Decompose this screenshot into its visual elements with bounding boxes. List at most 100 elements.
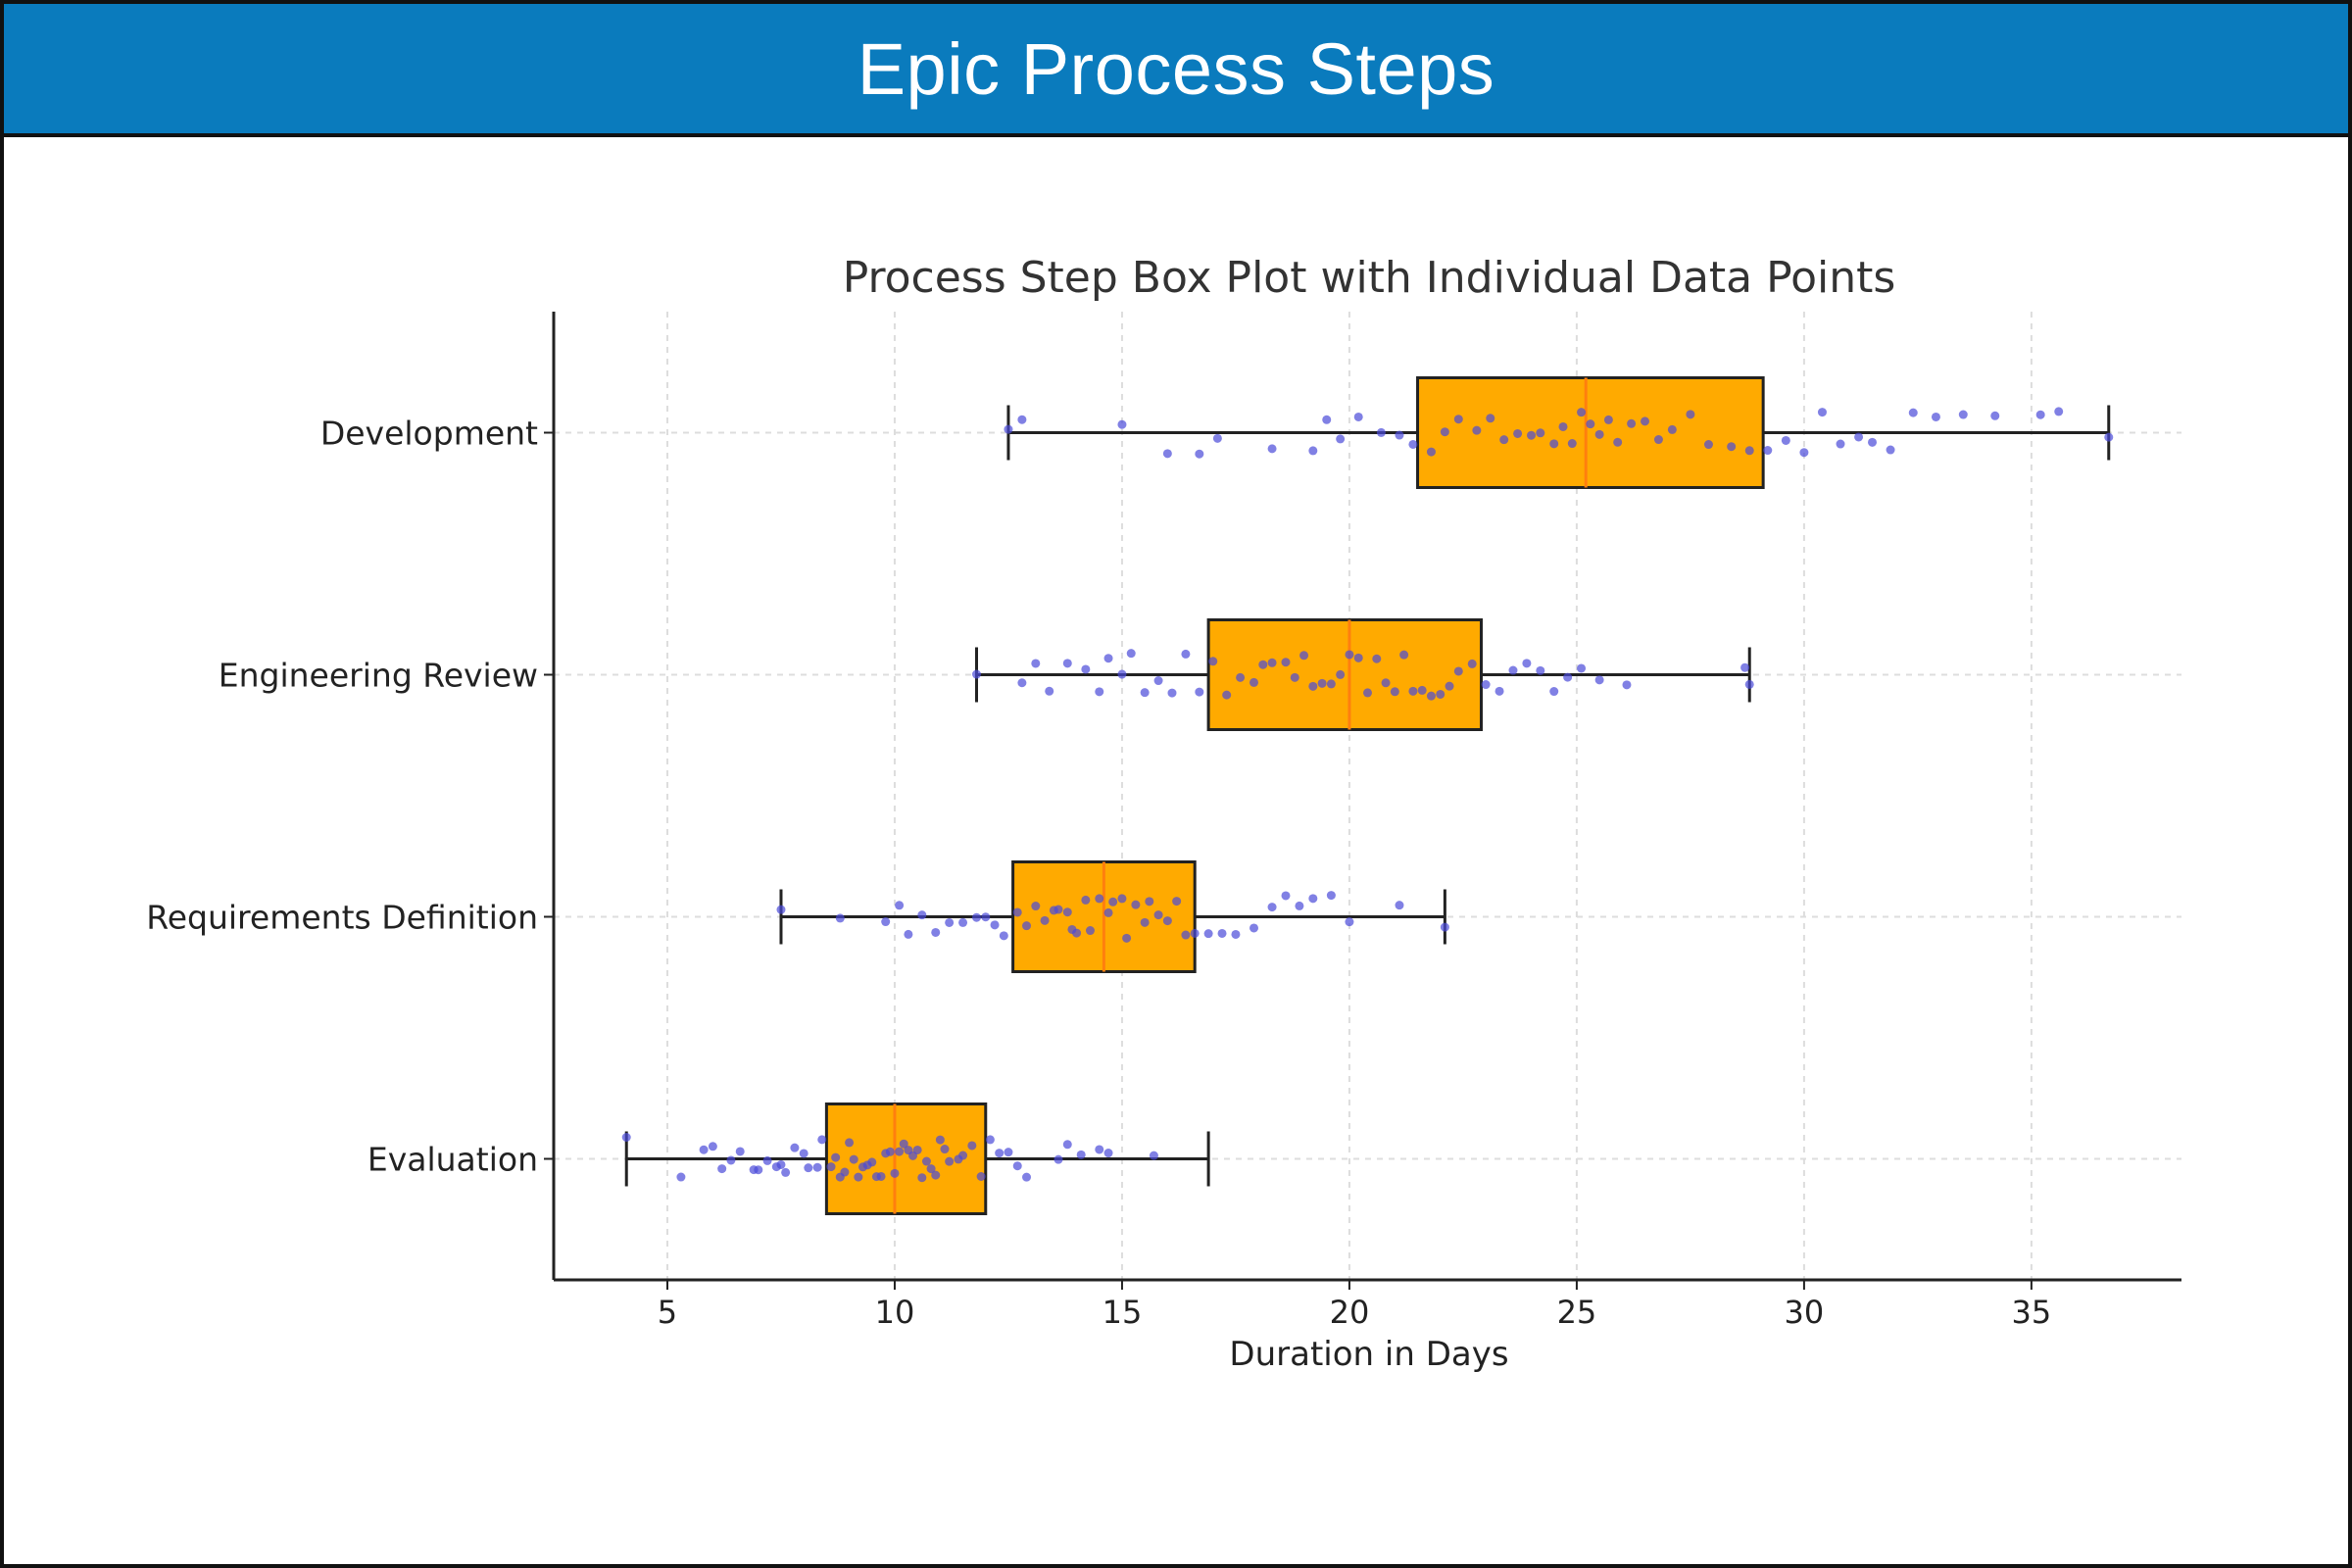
data-point [976,1171,986,1181]
data-point [840,1167,850,1177]
data-point [1376,427,1386,437]
data-point [1931,412,1940,421]
data-point [895,1147,905,1156]
data-point [1563,672,1573,682]
data-point [1103,907,1113,917]
x-tick-label: 20 [1330,1294,1370,1331]
data-point [826,1162,836,1172]
data-point [1622,680,1632,690]
data-point [1467,659,1477,668]
data-point [1908,408,1918,417]
data-point [1181,930,1191,940]
data-point [967,1141,977,1151]
data-point [1012,907,1022,917]
data-point [945,917,955,927]
data-point [1577,663,1587,673]
data-point [1345,650,1354,660]
data-point [1017,415,1027,424]
data-point [1081,895,1091,905]
data-point [1095,1145,1104,1154]
data-point [971,669,981,679]
data-point [1322,415,1332,424]
data-point [890,1168,900,1178]
data-point [776,905,786,914]
data-point [1586,419,1595,429]
x-axis-label: Duration in Days [1229,1335,1508,1374]
data-point [1326,679,1336,689]
data-point [1062,659,1072,668]
data-point [1522,659,1532,668]
data-point [1040,915,1050,925]
data-point [1062,907,1072,917]
data-point [1472,425,1482,435]
data-point [917,910,927,920]
data-point [1426,691,1436,701]
data-point [1076,1150,1086,1159]
data-point [1103,1149,1113,1158]
data-point [754,1165,763,1175]
data-point [1594,675,1604,685]
box-plot-chart: 5 10 15 20 25 30 35 Evaluation Requirements Defi… [146,253,2181,1374]
data-point [1445,681,1454,691]
data-point [1440,922,1449,932]
data-point [1381,678,1391,688]
data-point [935,1135,945,1145]
data-point [958,917,968,927]
data-point [1353,653,1363,662]
data-point [1399,650,1409,660]
data-point [1117,894,1127,904]
data-point [1686,410,1695,419]
data-point [854,1172,863,1182]
category-label: Evaluation [368,1141,538,1179]
data-point [1613,437,1623,447]
data-point [1195,449,1204,459]
data-point [1153,676,1163,686]
data-point [1990,411,2000,420]
data-point [762,1155,772,1165]
data-point [676,1172,686,1182]
chart-title: Process Step Box Plot with Individual Da… [843,253,1896,303]
data-point [799,1149,808,1158]
data-point [1353,412,1363,421]
x-tick-label: 30 [1785,1294,1825,1331]
data-point [1408,686,1418,696]
data-point [1527,430,1537,440]
data-point [1181,649,1191,659]
data-point [1641,416,1650,426]
data-point [1017,678,1027,688]
data-point [1390,687,1399,697]
data-point [1140,688,1150,698]
data-point [1958,410,1968,419]
data-point [1290,672,1299,682]
data-point [1022,921,1032,931]
data-point [876,1171,886,1181]
axes: 5 10 15 20 25 30 35 Evaluation Requirements Defi… [146,312,2181,1331]
data-point [845,1138,855,1148]
data-point [1577,408,1587,417]
data-point [817,1135,827,1145]
data-point [1267,903,1277,912]
data-point [1126,649,1136,659]
data-point [1004,1148,1013,1157]
data-point [1508,665,1518,675]
data-point [1763,446,1773,456]
data-point [2035,410,2045,419]
data-point [1395,901,1404,910]
x-tick-label: 35 [2012,1294,2052,1331]
category-label: Engineering Review [219,657,538,695]
data-point [1627,418,1637,428]
data-point [1453,415,1463,424]
data-point [1190,928,1200,938]
data-point [1095,894,1104,904]
data-point [971,912,981,922]
category-label: Development [320,415,538,453]
data-point [776,1159,786,1169]
data-point [1453,666,1463,676]
data-point [1281,891,1291,901]
data-point [1299,651,1309,661]
data-point [1167,688,1177,698]
banner-title: Epic Process Steps [857,27,1495,110]
data-point [1295,901,1304,910]
data-point [1031,659,1041,668]
data-point [1499,435,1509,445]
